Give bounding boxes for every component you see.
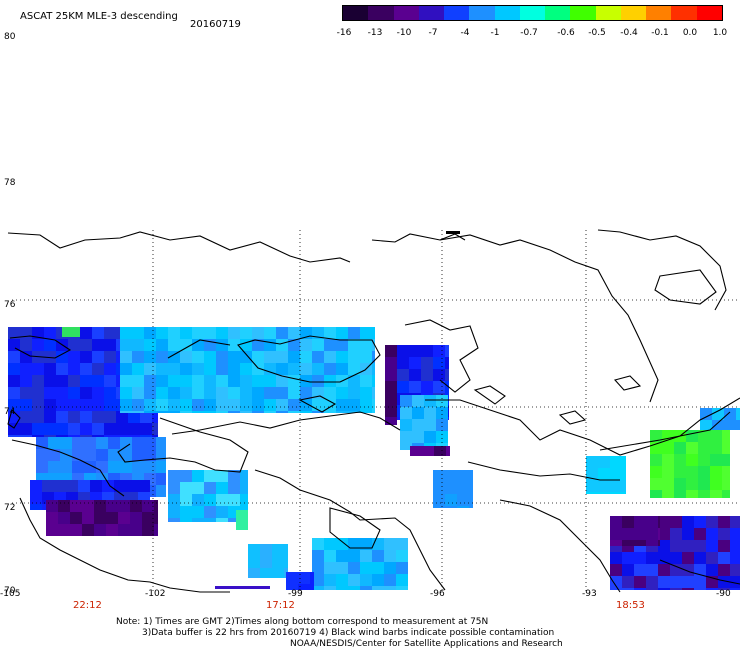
lon-label: -99	[288, 589, 303, 599]
time-label: 18:53	[616, 600, 645, 611]
lat-label: 78	[4, 178, 16, 188]
colorbar-segment	[368, 6, 394, 20]
colorbar-segment	[393, 6, 419, 20]
lon-label: -93	[582, 589, 597, 599]
lat-label: 70	[4, 586, 16, 596]
coastlines	[7, 229, 740, 593]
colorbar-segment	[494, 6, 520, 20]
footer-note-line2: 3)Data buffer is 22 hrs from 20160719 4)…	[142, 628, 555, 638]
colorbar-segment	[418, 6, 445, 20]
colorbar-segment	[646, 6, 672, 20]
lon-label: -102	[145, 589, 166, 599]
data-fragment	[215, 586, 270, 589]
lat-lon-grid	[12, 230, 738, 592]
colorbar-segment	[696, 6, 722, 20]
colorbar-tick-label: -0.4	[620, 28, 638, 38]
lat-label: 76	[4, 300, 16, 310]
colorbar-tick-label: -0.6	[557, 28, 575, 38]
time-label: 22:12	[73, 600, 102, 611]
colorbar-gradient	[342, 5, 723, 21]
colorbar	[342, 5, 723, 21]
product-title: ASCAT 25KM MLE-3 descending	[20, 11, 178, 22]
colorbar-tick-label: -0.7	[520, 28, 538, 38]
colorbar-tick-label: 1.0	[712, 28, 728, 38]
colorbar-segment	[469, 6, 495, 20]
colorbar-tick-label: 0.0	[682, 28, 698, 38]
colorbar-tick-label: -10	[396, 28, 412, 38]
colorbar-tick-label: -16	[336, 28, 352, 38]
colorbar-tick-label: -0.5	[588, 28, 606, 38]
product-date: 20160719	[190, 19, 241, 30]
colorbar-tick-label: -13	[367, 28, 383, 38]
lon-label: -105	[0, 589, 21, 599]
colorbar-segment	[444, 6, 470, 20]
colorbar-segment	[595, 6, 621, 20]
lon-label: -96	[430, 589, 445, 599]
wind-data-cells	[8, 327, 740, 590]
lat-label: 74	[4, 407, 16, 417]
colorbar-tick-label: -1	[490, 28, 500, 38]
colorbar-tick-label: -4	[460, 28, 470, 38]
time-label: 17:12	[266, 600, 295, 611]
wind-barb-mark	[446, 231, 460, 234]
colorbar-tick-label: -7	[428, 28, 438, 38]
footer-note-line1: Note: 1) Times are GMT 2)Times along bot…	[116, 617, 489, 627]
colorbar-segment	[343, 6, 369, 20]
colorbar-segment	[570, 6, 596, 20]
footer-credit: NOAA/NESDIS/Center for Satellite Applica…	[290, 639, 563, 649]
colorbar-segment	[545, 6, 571, 20]
colorbar-segment	[519, 6, 546, 20]
colorbar-segment	[620, 6, 647, 20]
colorbar-segment	[671, 6, 697, 20]
lon-label: -90	[716, 589, 731, 599]
lat-label: 80	[4, 32, 16, 42]
lat-label: 72	[4, 503, 16, 513]
colorbar-tick-label: -0.1	[651, 28, 669, 38]
